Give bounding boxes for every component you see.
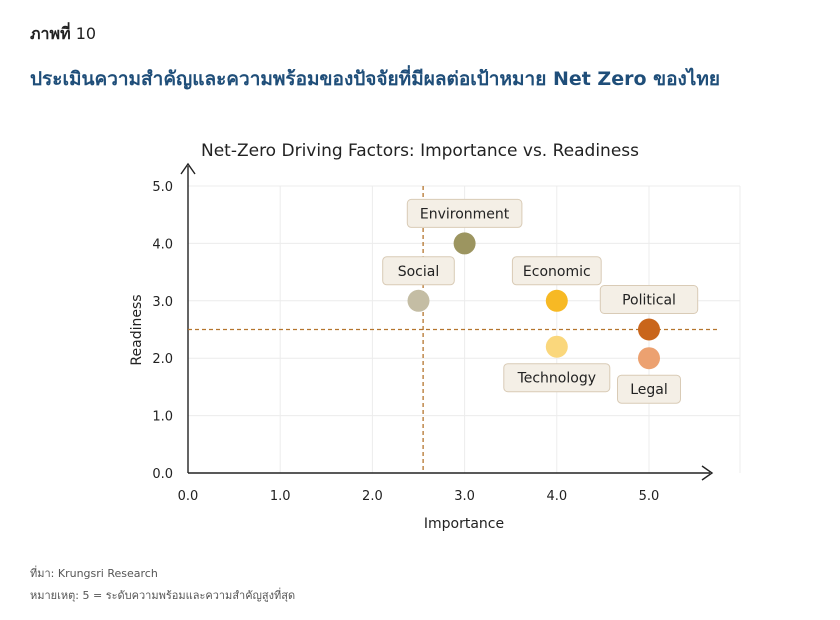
chart-title: Net-Zero Driving Factors: Importance vs.…	[200, 141, 639, 161]
x-axis-arrow-icon	[701, 465, 714, 481]
x-tick-label: 3.0	[454, 489, 475, 504]
figure-label-text: ภาพที่	[30, 24, 71, 43]
x-tick-label: 0.0	[178, 489, 199, 504]
point-social	[407, 289, 430, 312]
point-label-environment: Environment	[420, 206, 510, 222]
y-axis-arrow-icon	[180, 162, 196, 175]
point-label-box-technology	[503, 363, 611, 393]
point-label-legal: Legal	[630, 382, 668, 398]
point-label-box-social	[382, 256, 455, 286]
point-label-box-environment	[406, 198, 523, 228]
footnote: หมายเหตุ: 5 = ระดับความพร้อมและความสำคัญ…	[30, 589, 296, 602]
point-economic	[545, 289, 568, 312]
point-label-technology: Technology	[517, 371, 596, 387]
point-label-economic: Economic	[523, 264, 591, 280]
x-tick-label: 5.0	[639, 489, 660, 504]
x-tick-label: 1.0	[270, 489, 291, 504]
source-note: ที่มา: Krungsri Research	[30, 567, 158, 580]
y-tick-label: 5.0	[152, 180, 173, 195]
x-tick-label: 2.0	[362, 489, 383, 504]
figure-number: 10	[75, 24, 97, 43]
point-label-box-political	[599, 285, 699, 314]
figure-label: ภาพที่ 10	[30, 22, 96, 47]
figure-title: ประเมินความสำคัญและความพร้อมของปัจจัยที่…	[30, 68, 721, 90]
x-axis-title: Importance	[424, 516, 504, 532]
point-technology	[545, 335, 568, 358]
y-tick-label: 1.0	[152, 410, 173, 425]
y-tick-label: 3.0	[152, 295, 173, 310]
point-political	[638, 318, 660, 341]
x-tick-label: 4.0	[546, 489, 567, 504]
y-tick-label: 0.0	[152, 467, 173, 482]
y-tick-label: 2.0	[152, 352, 173, 367]
point-label-social: Social	[398, 264, 440, 280]
point-label-political: Political	[622, 293, 676, 309]
y-axis-title: Readiness	[129, 294, 145, 365]
y-tick-label: 4.0	[152, 237, 173, 252]
point-legal	[638, 347, 660, 370]
point-label-box-legal	[617, 374, 681, 404]
point-label-box-economic	[511, 256, 602, 286]
point-environment	[453, 232, 476, 255]
